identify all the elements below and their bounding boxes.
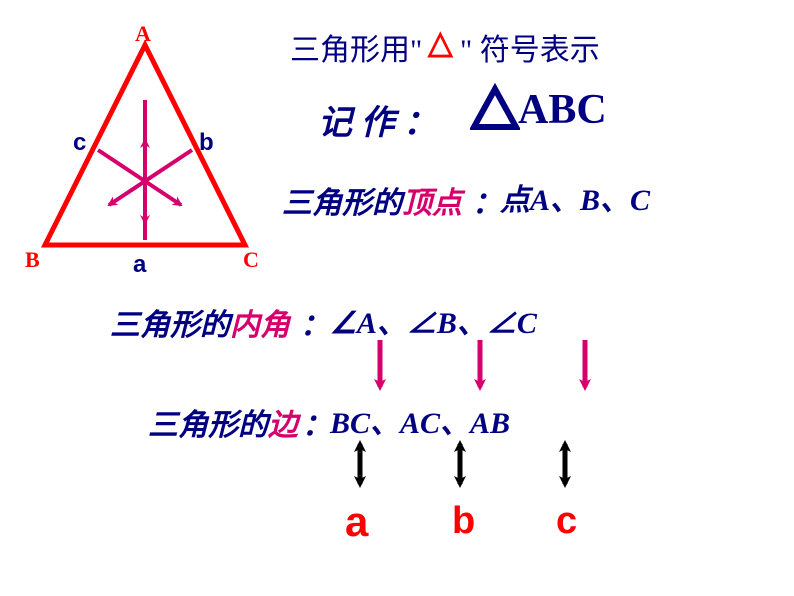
line4-highlight: 内角 (230, 300, 290, 344)
line5-highlight: 边 (268, 400, 298, 444)
line3-colon: ： (472, 178, 502, 222)
triangle-symbol-large (470, 83, 520, 133)
line4-colon: ： (300, 300, 330, 344)
vertex-label-C: C (243, 247, 259, 273)
triangle-symbol-small: △ (428, 23, 453, 61)
vertex-label-A: A (135, 21, 151, 47)
triangle-diagram: A B C a b c (25, 25, 265, 285)
line2-kai: 记 作 ： (318, 95, 437, 144)
line3-content: 点A、B、C (500, 175, 650, 219)
slide-stage: A B C a b c 三角形用" △ " 符号表示 记 作 ： ABC 三角形… (0, 0, 794, 596)
line1-pre: 三角形用" (290, 25, 422, 69)
side-label-c: c (73, 129, 86, 157)
line5-prefix: 三角形的 (148, 400, 268, 444)
triangle-svg (25, 25, 265, 285)
bottom-a: a (345, 498, 368, 546)
side-label-b: b (199, 129, 214, 157)
line5-colon: ： (302, 400, 332, 444)
pink-arrows-group (350, 335, 700, 400)
bottom-b: b (452, 500, 475, 543)
line2-abc: ABC (518, 86, 607, 134)
line4-prefix: 三角形的 (110, 300, 230, 344)
line3-prefix: 三角形的 (282, 178, 402, 222)
black-arrows-group (330, 436, 680, 496)
line3-highlight: 顶点 (402, 178, 462, 222)
vertex-label-B: B (25, 247, 40, 273)
line1-post: " 符号表示 (460, 25, 600, 69)
side-label-a: a (133, 251, 146, 279)
bottom-c: c (556, 500, 577, 543)
